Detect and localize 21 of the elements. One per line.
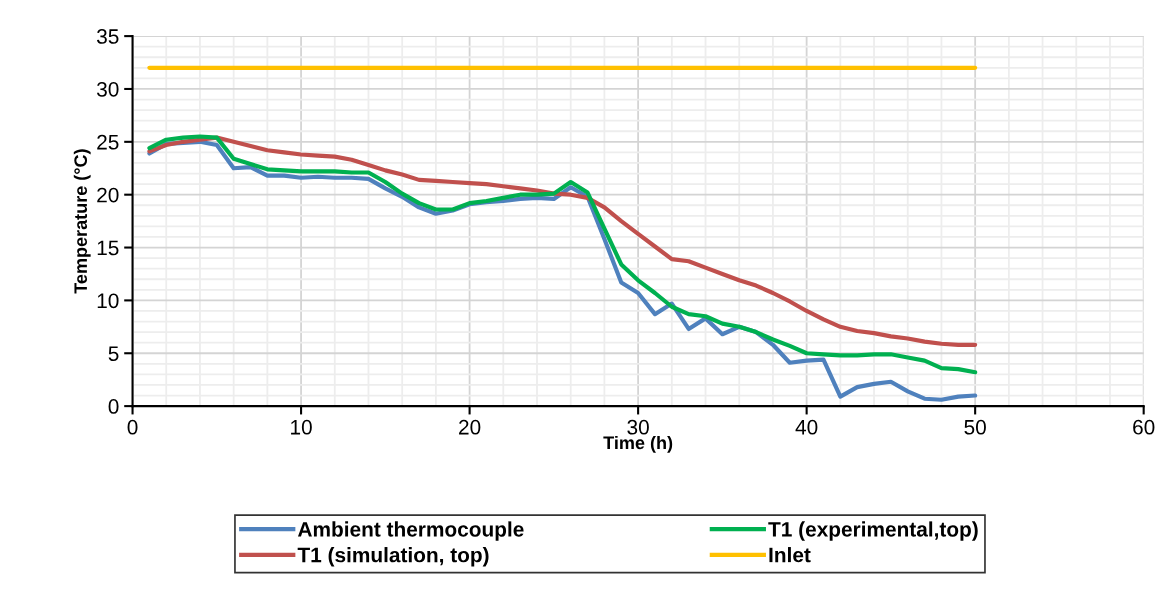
x-tick-label: 60	[1133, 419, 1155, 435]
legend-label: Inlet	[769, 547, 811, 563]
legend-label: T1 (simulation, top)	[297, 547, 489, 567]
y-tick-label: 10	[97, 293, 119, 309]
x-axis-title: Time (h)	[603, 435, 673, 453]
x-tick-label: 50	[964, 419, 986, 435]
legend-label: Ambient thermocouple	[297, 521, 524, 541]
x-tick-label: 40	[795, 419, 818, 435]
y-tick-label: 5	[108, 346, 119, 362]
legend-label: T1 (experimental,top)	[768, 521, 978, 541]
y-tick-label: 0	[108, 399, 119, 414]
x-tick-label: 10	[291, 419, 312, 435]
y-tick-label: 35	[96, 29, 119, 44]
y-tick-label: 30	[96, 81, 119, 97]
x-tick-label: 20	[459, 419, 481, 435]
x-tick-label: 30	[627, 419, 649, 435]
y-tick-label: 20	[97, 187, 119, 203]
y-tick-label: 25	[97, 134, 119, 150]
x-tick-label: 0	[127, 419, 138, 435]
y-tick-label: 15	[97, 240, 119, 256]
y-axis-title: Temperature (°C)	[73, 149, 91, 294]
